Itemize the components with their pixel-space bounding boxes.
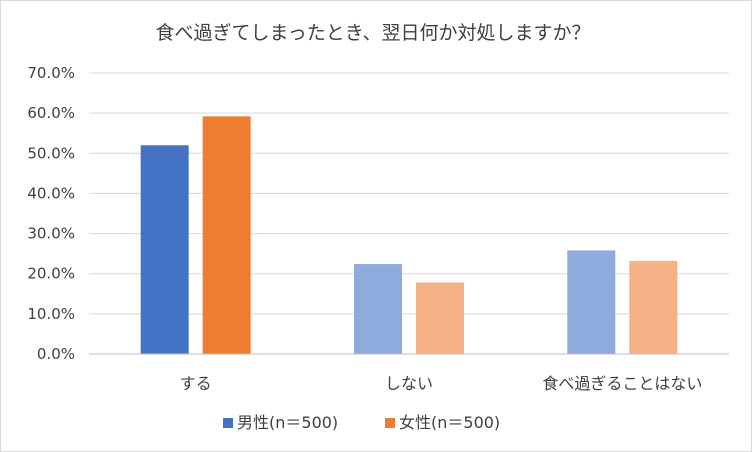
legend-label: 男性(n＝500) bbox=[237, 413, 338, 432]
y-tick-label: 60.0% bbox=[27, 104, 75, 122]
bar-male-0 bbox=[140, 145, 189, 354]
y-axis-ticks: 0.0% 10.0% 20.0% 30.0% 40.0% 50.0% 60.0% 70.0% bbox=[27, 64, 75, 363]
category-label: しない bbox=[385, 374, 433, 393]
gridlines bbox=[89, 72, 729, 315]
bar-male-1 bbox=[354, 264, 402, 354]
category-label: 食べ過ぎることはない bbox=[542, 374, 702, 393]
y-tick-label: 30.0% bbox=[27, 225, 75, 243]
y-tick-label: 10.0% bbox=[27, 305, 75, 323]
bar-female-1 bbox=[416, 282, 464, 354]
y-tick-label: 20.0% bbox=[27, 265, 75, 283]
category-labels: する しない 食べ過ぎることはない bbox=[180, 374, 703, 393]
y-tick-label: 40.0% bbox=[27, 184, 75, 202]
legend-label: 女性(n＝500) bbox=[399, 413, 500, 432]
y-tick-label: 50.0% bbox=[27, 144, 75, 162]
bar-female-2 bbox=[629, 260, 678, 354]
category-label: する bbox=[180, 374, 212, 393]
legend: 男性(n＝500) 女性(n＝500) bbox=[223, 413, 500, 432]
bar-male-2 bbox=[567, 250, 616, 354]
y-tick-label: 0.0% bbox=[37, 345, 75, 363]
legend-swatch bbox=[223, 418, 233, 428]
legend-swatch bbox=[385, 418, 395, 428]
bar-female-0 bbox=[202, 116, 251, 355]
chart-title: 食べ過ぎてしまったとき、翌日何か対処しますか？ bbox=[156, 22, 591, 44]
bars bbox=[140, 116, 678, 355]
y-tick-label: 70.0% bbox=[27, 64, 75, 82]
